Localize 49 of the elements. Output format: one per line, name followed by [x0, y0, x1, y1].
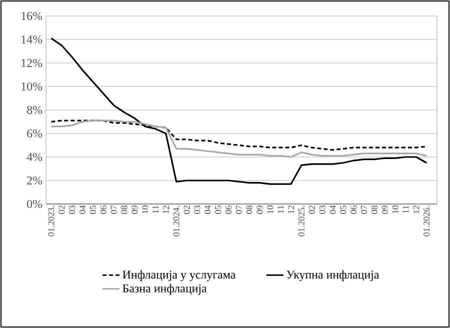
x-tick-label: 06 [100, 205, 106, 214]
x-tick-label: 02 [58, 206, 65, 214]
x-tick-label: 04 [204, 205, 211, 214]
x-tick-label: 05 [90, 206, 96, 214]
x-tick-label: 12 [413, 206, 420, 214]
x-tick-label: 10 [392, 206, 398, 214]
x-tick-label: 09 [132, 206, 138, 214]
x-tick-label: 12 [288, 206, 294, 214]
y-tick-label: 6% [27, 129, 42, 138]
y-tick-label: 16% [22, 12, 42, 20]
x-tick-label: 09 [256, 206, 263, 214]
x-tick-label: 03 [319, 206, 326, 214]
x-tick-label: 08 [246, 206, 252, 214]
y-tick-label: 0% [27, 200, 42, 208]
legend-label: Инфлација у услугама [122, 270, 236, 282]
x-tick-label: 07 [360, 205, 368, 214]
x-tick-label: 11 [152, 206, 158, 214]
y-tick-label: 10% [22, 82, 42, 91]
x-tick-label: 11 [278, 206, 284, 214]
x-tick-label: 05 [215, 206, 222, 214]
x-tick-label: 08 [121, 206, 128, 214]
x-tick-label: 05 [340, 206, 346, 214]
x-tick-label: 04 [79, 205, 86, 214]
x-tick-label: 09 [382, 206, 388, 214]
x-tick-label: 01.2024. [173, 206, 180, 236]
x-tick-label: 02 [308, 206, 315, 214]
x-tick-label: 06 [350, 205, 357, 214]
x-tick-label: 07 [236, 205, 242, 214]
x-tick-label: 02 [184, 206, 190, 214]
legend-label: Базна инфлација [122, 284, 207, 295]
y-tick-label: 12% [22, 58, 42, 68]
x-tick-label: 07 [110, 205, 117, 214]
x-tick-label: 10 [142, 206, 148, 214]
x-tick-label: 11 [402, 206, 409, 214]
x-tick-label: 10 [267, 206, 274, 214]
legend-label: Укупна инфлација [286, 270, 380, 282]
y-tick-label: 2% [27, 176, 42, 185]
x-tick-label: 01.2023. [48, 206, 54, 236]
y-tick-label: 8% [27, 106, 42, 114]
x-tick-label: 01.2026. [424, 206, 430, 236]
y-tick-label: 14% [22, 35, 42, 44]
x-tick-label: 03 [69, 206, 76, 214]
x-tick-label: 06 [225, 205, 232, 214]
x-tick-label: 08 [371, 206, 378, 214]
x-tick-label: 03 [194, 206, 200, 214]
y-tick-label: 4% [26, 152, 42, 162]
x-tick-label: 01.2025. [298, 206, 305, 236]
x-tick-label: 04 [330, 205, 336, 214]
x-tick-label: 12 [162, 206, 169, 214]
